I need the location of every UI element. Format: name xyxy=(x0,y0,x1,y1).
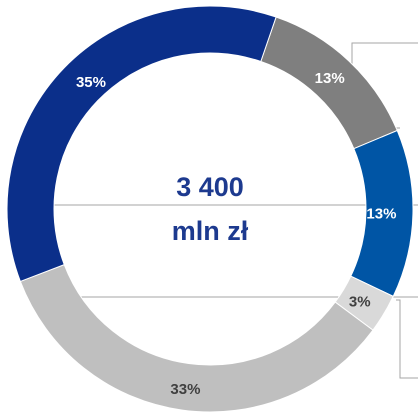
donut-slices xyxy=(6,5,414,413)
center-value: 3 400 xyxy=(176,172,244,202)
slice-label: 13% xyxy=(366,205,396,222)
slice-label: 3% xyxy=(349,294,371,311)
slice-label: 35% xyxy=(76,74,106,91)
donut-slice xyxy=(6,5,277,283)
slice-label: 33% xyxy=(170,381,200,398)
slice-labels: 13% 13% 3% 33% 35% xyxy=(76,70,396,398)
center-unit: mln zł xyxy=(172,216,249,246)
slice-label: 13% xyxy=(315,70,345,87)
leader-line xyxy=(351,42,418,73)
leader-line xyxy=(396,299,418,379)
